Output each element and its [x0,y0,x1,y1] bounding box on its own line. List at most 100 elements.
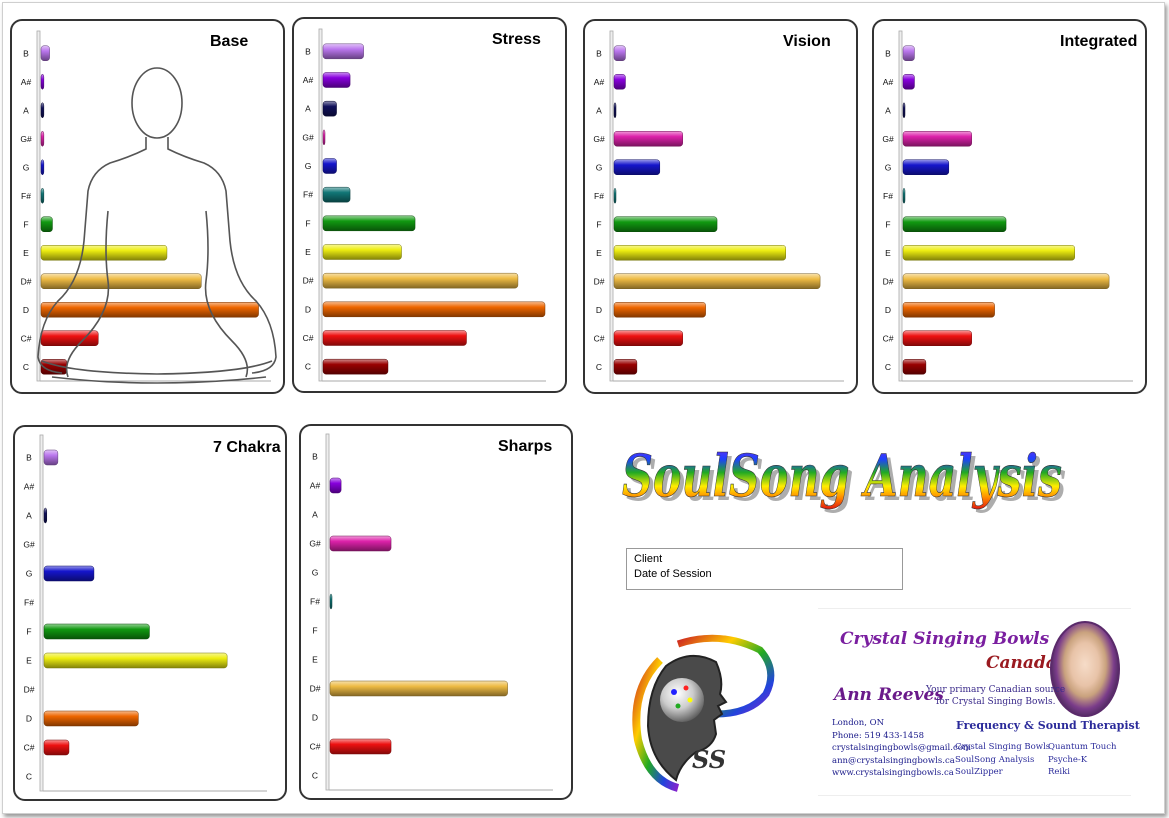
bar-g [613,159,661,175]
bar-a [322,100,337,117]
tick-label: F# [310,597,320,607]
bar-f [40,216,53,232]
bar-e [902,245,1075,261]
card-brand-line2: Canada [986,653,1057,673]
seven-chakra-chart: B A# A G# G F# F E D# D C# C [23,434,267,792]
tick-label: A [596,105,602,115]
tick-label: C# [594,333,605,343]
bar-d [613,302,706,318]
tick-label: C# [310,742,321,752]
tick-label: F [596,219,601,229]
tick-label: E [26,656,32,666]
client-info-box: Client Date of Session [626,548,903,590]
sharps-chart-title: Sharps [498,438,553,455]
stress-chart: B A# A G# G F# F E D# D C# C [302,28,546,382]
bar-a [43,507,48,524]
integrated-chart: B A# A G# G F# F E D# D C# C [882,30,1133,382]
bar-b [613,45,626,61]
seven-chakra-chart-panel: B A# A G# G F# F E D# D C# C 7 Chakra [13,425,287,801]
tick-label: C# [883,333,894,343]
bar-c [902,359,927,375]
tick-label: B [23,48,29,58]
tick-label: G [312,568,319,578]
tick-label: A# [310,481,321,491]
tick-label: B [26,453,32,463]
card-contact-phone: Phone: 519 433-1458 [832,730,925,741]
card-brand-line1: Crystal Singing Bowls . . . [840,629,1085,649]
bar-a-sharp [613,74,626,90]
bar-e [322,244,402,260]
bar-b [902,45,915,61]
bar-f-sharp [40,188,45,204]
tick-label: F [885,219,890,229]
tick-label: E [596,248,602,258]
bar-c [613,359,638,375]
tick-label: C# [303,333,314,343]
tick-label: C [23,362,29,372]
tick-label: D# [303,276,314,286]
bar-a [902,102,906,118]
tick-label: A [23,105,29,115]
tick-label: E [23,248,29,258]
tick-label: D# [883,276,894,286]
vision-chart-title: Vision [783,33,831,50]
tick-label: D# [24,685,35,695]
tick-label: A# [303,75,314,85]
tick-label: D [305,304,311,314]
tick-label: D [26,714,32,724]
bar-g-sharp [329,535,392,552]
axis-wall [325,433,330,791]
bar-f [322,215,416,232]
bar-d [322,301,546,318]
tick-label: D [885,305,891,315]
card-contact-email2: ann@crystalsingingbowls.ca [832,755,955,766]
title-text-shadow: SoulSong Analysis [626,446,1066,514]
tick-label: B [596,48,602,58]
tick-label: C [312,771,318,781]
bar-f [43,623,150,640]
bar-c-sharp [329,738,392,755]
bar-c-sharp [902,330,972,346]
card-contact-list: London, ON Phone: 519 433-1458 crystalsi… [832,717,971,780]
card-contact-email1: crystalsingingbowls@gmail.com [832,743,971,753]
tick-label: F# [303,190,313,200]
tick-label: G# [23,540,35,550]
vision-chart-panel: B A# A G# G F# F E D# D C# C Vision [583,19,858,394]
sharps-chart-panel: B A# A G# G F# F E D# D C# C Sharps [299,424,573,800]
bar-b [43,449,59,466]
bar-e [613,245,786,261]
bar-d-sharp [329,680,508,697]
business-card: Crystal Singing Bowls . . . Canada Ann R… [818,608,1140,796]
seven-chakra-chart-title: 7 Chakra [213,439,281,456]
tick-label: D [23,305,29,315]
service-item: SoulSong Analysis [955,754,1035,765]
tick-label: E [885,248,891,258]
card-services-col2: Quantum Touch Psyche-K Reiki [1048,741,1116,779]
sharps-chart: B A# A G# G F# F E D# D C# C [309,433,553,791]
tick-label: D# [21,276,32,286]
tick-label: B [312,452,318,462]
card-tagline2: for Crystal Singing Bowls. [936,697,1056,707]
service-item: Reiki [1048,767,1071,777]
tick-label: D# [310,684,321,694]
client-label: Client [634,553,663,565]
tick-label: F# [594,191,604,201]
bar-f [613,216,718,232]
bar-f-sharp [329,593,333,610]
tick-label: G [596,162,603,172]
bar-f-sharp [613,188,617,204]
bar-g [902,159,950,175]
date-of-session-label: Date of Session [634,568,712,580]
bar-c-sharp [613,330,683,346]
tick-label: A [885,105,891,115]
bar-e [43,652,228,669]
bar-c [322,358,389,375]
tick-label: E [312,655,318,665]
bar-g-sharp [322,129,326,146]
base-chart: B A# A G# G F# F E D# D C# C [20,30,271,382]
title-text: SoulSong Analysis [622,442,1062,510]
bar-g [322,158,337,174]
tick-label: B [305,46,311,56]
tick-label: G [26,569,33,579]
card-tagline1: Your primary Canadian source [926,685,1066,695]
